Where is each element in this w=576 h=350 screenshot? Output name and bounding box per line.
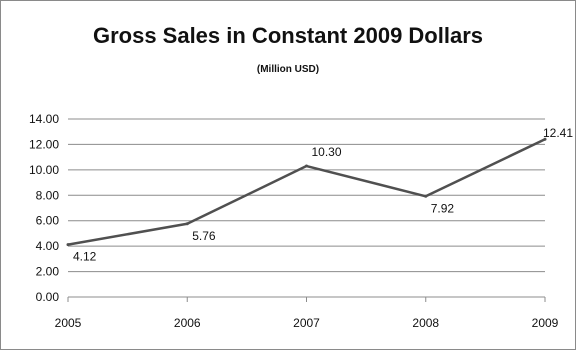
- y-tick-label: 2.00: [36, 265, 60, 279]
- chart-subtitle: (Million USD): [256, 64, 320, 75]
- data-point: [185, 222, 189, 226]
- series-line: [66, 137, 547, 246]
- data-label: 10.30: [312, 145, 342, 159]
- y-tick-label: 0.00: [36, 290, 60, 304]
- y-tick-label: 6.00: [36, 214, 60, 228]
- y-tick-label: 8.00: [36, 188, 60, 202]
- x-tick-label: 2005: [55, 316, 82, 330]
- y-tick-label: 14.00: [29, 112, 59, 126]
- y-tick-label: 4.00: [36, 239, 60, 253]
- data-point: [424, 194, 428, 198]
- data-point: [543, 137, 547, 141]
- data-label: 5.76: [192, 229, 216, 243]
- x-tick-label: 2007: [293, 316, 320, 330]
- x-tick-label: 2006: [174, 316, 201, 330]
- data-point: [305, 164, 308, 168]
- data-label: 7.92: [431, 201, 455, 215]
- data-label: 12.41: [543, 126, 573, 140]
- x-tick-label: 2009: [532, 316, 559, 330]
- y-tick-label: 12.00: [29, 137, 59, 151]
- chart-title: Gross Sales in Constant 2009 Dollars: [92, 23, 484, 48]
- x-tick-label: 2008: [412, 316, 439, 330]
- data-label: 4.12: [73, 250, 97, 264]
- data-point: [66, 243, 70, 247]
- y-tick-label: 10.00: [29, 163, 59, 177]
